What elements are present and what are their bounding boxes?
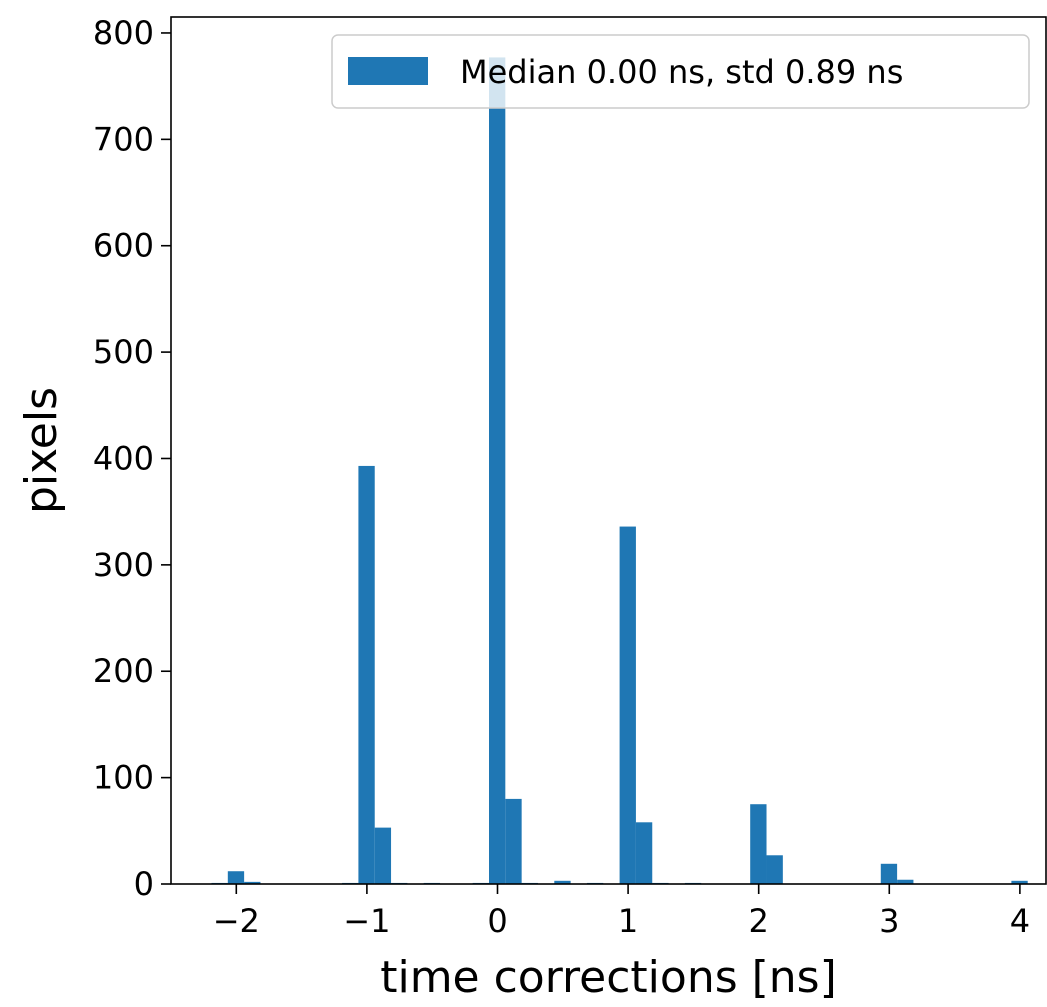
bars-group [211,57,1028,885]
x-tick-label: 1 [618,902,638,940]
x-tick-label: 3 [879,902,899,940]
y-tick-label: 200 [93,652,154,690]
y-tick-label: 600 [93,227,154,265]
legend-swatch [348,57,428,85]
x-tick-label: 4 [1010,902,1030,940]
y-tick-label: 300 [93,546,154,584]
x-tick-label: −2 [213,902,260,940]
histogram-bar [505,798,522,884]
histogram-bar [766,855,783,884]
histogram-bar [619,526,636,884]
y-tick-label: 700 [93,120,154,158]
legend-label: Median 0.00 ns, std 0.89 ns [460,53,903,91]
histogram-bar [635,822,653,884]
y-tick-label: 400 [93,439,154,477]
histogram-bar [358,465,375,884]
histogram-bar [750,804,767,884]
histogram-bar [244,881,261,884]
x-axis-label: time corrections [ns] [380,952,837,1003]
histogram-bar [227,871,245,884]
y-tick-label: 0 [134,865,154,903]
plot-frame [170,16,1047,885]
legend-box [331,34,1030,109]
y-axis-label: pixels [16,387,67,514]
histogram-bar [880,863,898,884]
x-axis: −2 −1 0 1 2 3 4 [213,884,1030,940]
histogram-bar [897,879,914,884]
x-tick-label: 0 [487,902,507,940]
histogram-bar [489,57,506,885]
y-axis: 0 100 200 300 400 500 600 700 800 [93,14,171,903]
y-tick-label: 100 [93,759,154,797]
legend: Median 0.00 ns, std 0.89 ns [331,34,1030,109]
y-tick-label: 500 [93,333,154,371]
y-tick-label: 800 [93,14,154,52]
x-tick-label: 2 [749,902,769,940]
x-tick-label: −1 [343,902,390,940]
histogram-bar [374,827,392,884]
histogram-bar [554,880,571,884]
histogram-bar [1011,880,1028,884]
